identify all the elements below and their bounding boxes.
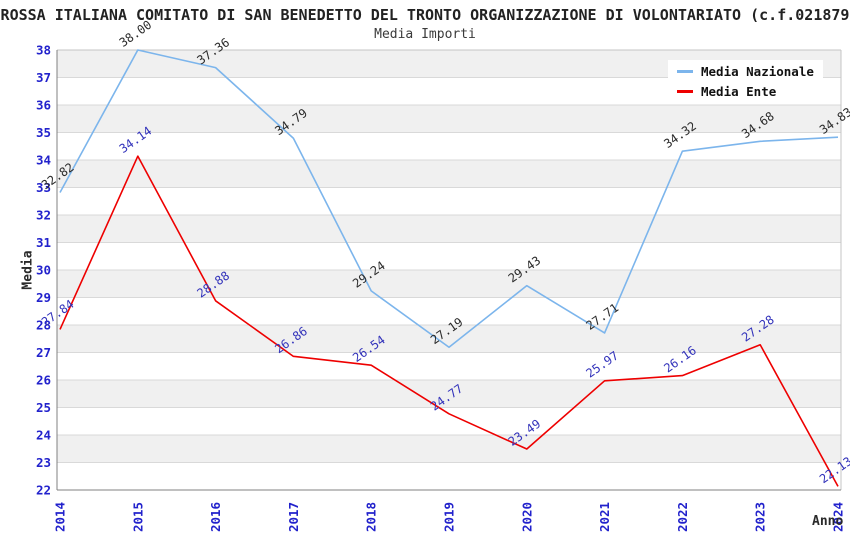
legend-swatch-icon xyxy=(677,70,693,73)
x-tick-label: 2014 xyxy=(53,502,68,532)
grid-band xyxy=(57,160,841,188)
series-line-media-ente xyxy=(59,155,839,487)
legend-swatch-icon xyxy=(677,90,693,93)
y-tick-label: 27 xyxy=(36,345,51,360)
grid-band xyxy=(57,105,841,133)
legend: Media Nazionale Media Ente xyxy=(668,60,823,103)
legend-item-media-nazionale[interactable]: Media Nazionale xyxy=(677,64,814,79)
x-tick-label: 2017 xyxy=(286,502,301,532)
x-tick-label: 2015 xyxy=(130,502,145,532)
grid-band xyxy=(57,215,841,243)
x-axis-title: Anno xyxy=(812,514,844,529)
y-tick-label: 26 xyxy=(36,373,51,388)
y-tick-label: 29 xyxy=(36,290,51,305)
y-tick-label: 22 xyxy=(36,483,51,498)
series-line-media-nazionale xyxy=(59,49,839,349)
y-tick-label: 28 xyxy=(36,318,51,333)
y-tick-label: 35 xyxy=(36,125,51,140)
x-tick-label: 2023 xyxy=(753,502,768,532)
y-tick-label: 36 xyxy=(36,98,51,113)
x-tick-label: 2021 xyxy=(597,502,612,532)
legend-label: Media Nazionale xyxy=(701,64,814,79)
x-tick-label: 2024 xyxy=(831,502,846,532)
x-tick-label: 2018 xyxy=(364,502,379,532)
x-tick-label: 2016 xyxy=(208,502,223,532)
grid-band xyxy=(57,380,841,408)
data-label: 38.00 xyxy=(117,18,155,50)
y-tick-label: 23 xyxy=(36,455,51,470)
y-tick-label: 30 xyxy=(36,263,51,278)
y-tick-label: 25 xyxy=(36,400,51,415)
y-tick-label: 33 xyxy=(36,180,51,195)
x-tick-label: 2022 xyxy=(675,502,690,532)
y-tick-label: 37 xyxy=(36,70,51,85)
y-axis-title: Media xyxy=(20,250,36,290)
y-tick-label: 34 xyxy=(36,153,51,168)
y-tick-label: 32 xyxy=(36,208,51,223)
y-tick-label: 24 xyxy=(36,428,51,443)
y-tick-label: 31 xyxy=(36,235,51,250)
x-tick-label: 2019 xyxy=(442,502,457,532)
legend-label: Media Ente xyxy=(701,84,777,99)
grid-band xyxy=(57,270,841,298)
grid-band xyxy=(57,435,841,463)
chart-subtitle: Media Importi xyxy=(374,27,476,42)
y-tick-label: 38 xyxy=(36,43,51,58)
legend-item-media-ente[interactable]: Media Ente xyxy=(677,84,814,99)
x-tick-label: 2020 xyxy=(519,502,534,532)
chart-title: ROSSA ITALIANA COMITATO DI SAN BENEDETTO… xyxy=(0,6,850,24)
data-label: 25.97 xyxy=(583,348,621,380)
